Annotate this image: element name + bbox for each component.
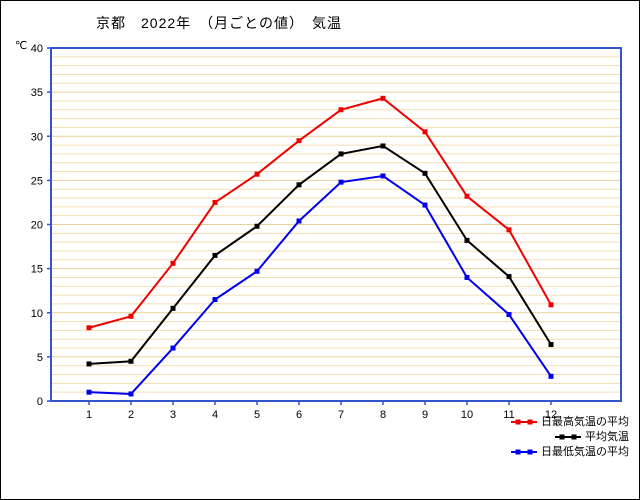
legend-line-sample-min [511,449,537,455]
x-axis-tick-label: 2 [128,409,134,421]
x-axis-tick-label: 8 [380,409,386,421]
y-axis-tick-label: 0 [37,396,43,408]
x-axis-tick-label: 9 [422,409,428,421]
y-axis-tick-label: 10 [31,308,43,320]
y-axis-tick-label: 5 [37,352,43,364]
legend-label-daily-max: 日最高気温の平均 [541,416,629,428]
legend-item-daily-min: 日最低気温の平均 [511,445,629,459]
legend-line-sample-max [511,419,537,425]
y-axis-unit-label: ℃ [15,40,28,52]
y-axis-tick-label: 25 [31,175,43,187]
legend-line-sample-avg [555,434,581,440]
x-axis-tick-label: 1 [86,409,92,421]
x-axis-tick-label: 3 [170,409,176,421]
x-axis-tick-label: 4 [212,409,218,421]
chart-legend: 日最高気温の平均 平均気温 日最低気温の平均 [511,415,629,459]
y-axis-tick-label: 20 [31,220,43,232]
y-axis-tick-label: 35 [31,87,43,99]
legend-item-average: 平均気温 [555,430,629,444]
legend-item-daily-max: 日最高気温の平均 [511,415,629,429]
x-axis-tick-label: 7 [338,409,344,421]
x-axis-tick-label: 10 [461,409,473,421]
series-line-1 [88,144,552,365]
y-axis-tick-label: 15 [31,264,43,276]
x-axis-tick-label: 12 [545,409,557,421]
y-axis-tick-label: 30 [31,131,43,143]
x-axis-tick-label: 6 [296,409,302,421]
legend-label-daily-min: 日最低気温の平均 [541,446,629,458]
series-line-2 [88,174,552,395]
x-axis-tick-label: 11 [503,409,514,421]
chart-title: 京都 2022年 （月ごとの値） 気温 [96,15,343,31]
x-axis-tick-label: 5 [254,409,260,421]
series-line-0 [88,97,552,329]
legend-label-average: 平均気温 [585,431,629,443]
y-axis-tick-label: 40 [31,43,43,55]
